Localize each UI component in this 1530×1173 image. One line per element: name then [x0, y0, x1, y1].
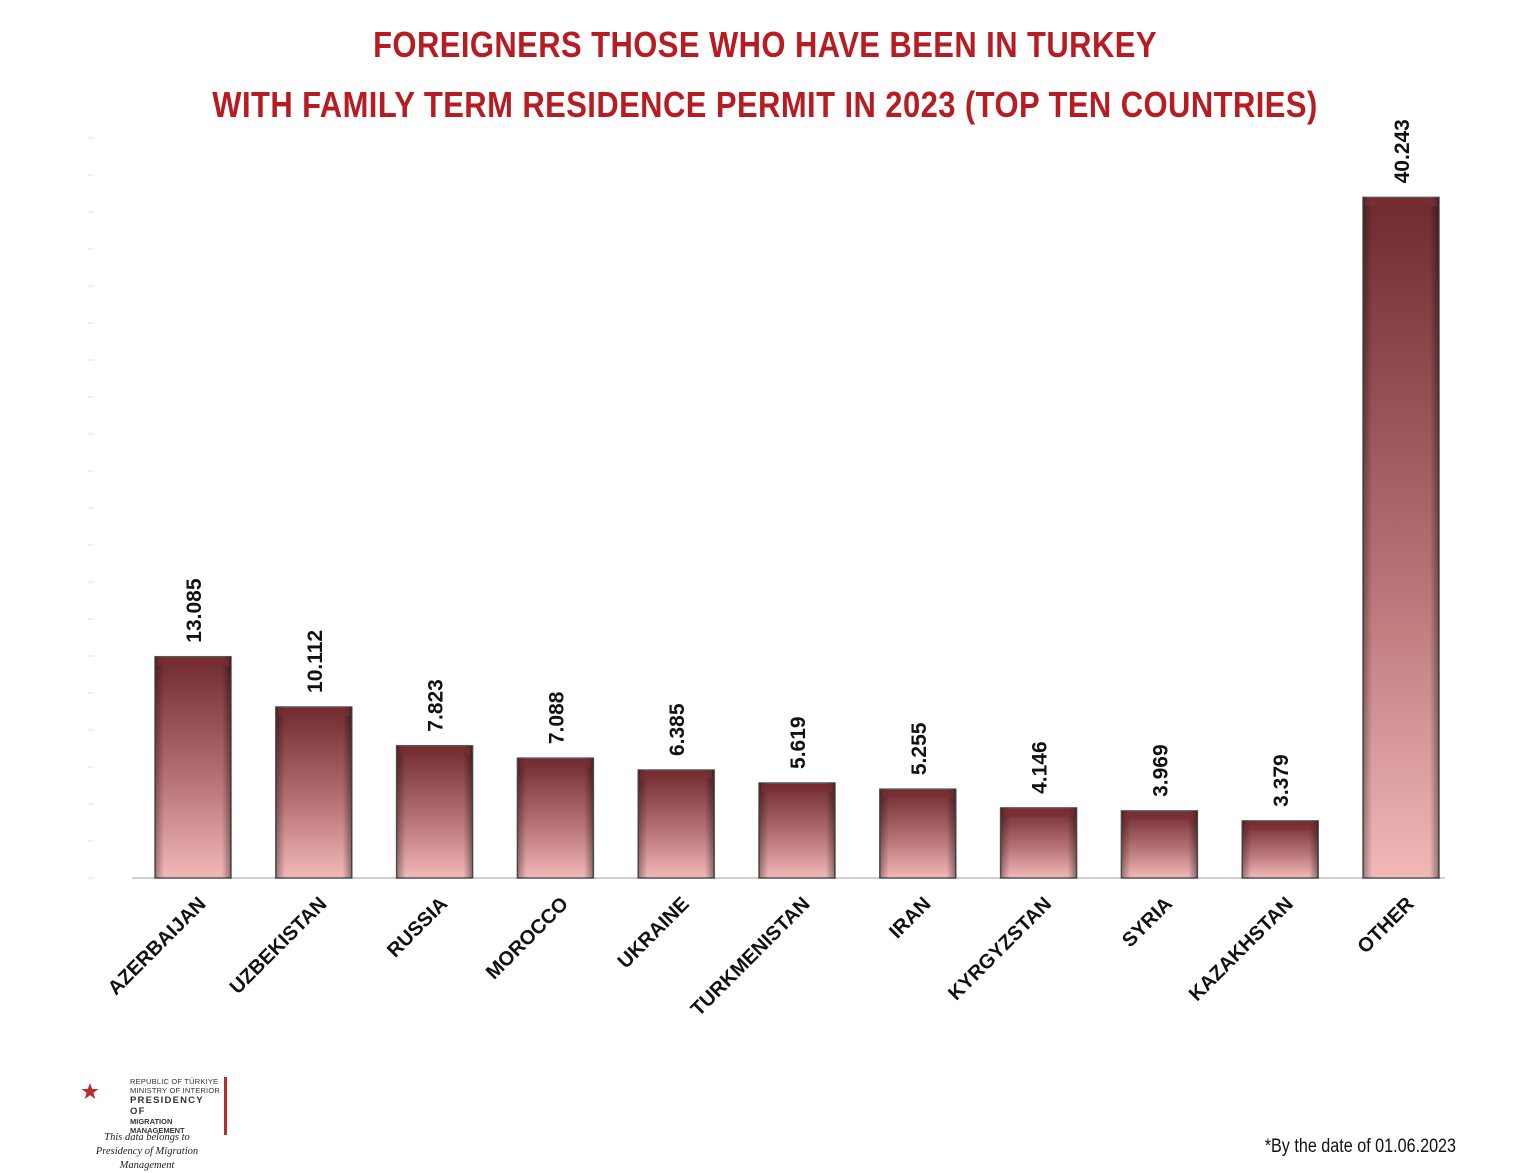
category-label: IRAN — [885, 893, 935, 943]
bar-shade — [517, 758, 594, 878]
logo-line4: MIGRATION MANAGEMENT — [130, 1117, 185, 1135]
value-label: 3.379 — [1270, 754, 1293, 807]
bar-other — [1362, 196, 1440, 879]
bar-shade — [1121, 810, 1198, 878]
bar-bevel — [519, 759, 592, 768]
bar-shade — [879, 789, 956, 878]
bar-turkmenistan — [758, 782, 836, 879]
bars-group — [154, 196, 1440, 879]
bar-bevel — [640, 771, 713, 780]
bar-azerbaijan — [154, 655, 232, 879]
logo-text: REPUBLIC OF TÜRKIYE MINISTRY OF INTERIOR… — [130, 1077, 227, 1135]
category-label: UZBEKISTAN — [226, 893, 332, 999]
bar-bevel — [761, 783, 833, 792]
logo-line1: REPUBLIC OF TÜRKIYE — [130, 1077, 219, 1086]
bar-russia — [395, 744, 474, 879]
chart-title-line2: WITH FAMILY TERM RESIDENCE PERMIT IN 202… — [212, 84, 1318, 125]
value-label: 7.823 — [425, 679, 448, 732]
value-labels-group: 13.085 10.112 7.823 7.088 6.385 5.619 5.255 4.1… — [183, 119, 1414, 807]
bar-bevel — [881, 790, 954, 799]
bar-shade — [275, 706, 352, 878]
logo-caption: This data belongs to Presidency of Migra… — [72, 1131, 222, 1173]
category-label: UKRAINE — [614, 893, 694, 973]
bar-bevel — [1123, 811, 1196, 820]
bar-bevel — [1365, 198, 1437, 207]
bar-syria — [1120, 810, 1199, 879]
bar-shade — [396, 745, 473, 878]
bar-iran — [879, 788, 957, 879]
value-label: 40.243 — [1391, 119, 1414, 183]
category-label: RUSSIA — [383, 893, 452, 962]
crescent-star-icon — [81, 1083, 120, 1125]
value-label: 13.085 — [183, 578, 206, 643]
category-label: TURKMENISTAN — [687, 893, 815, 1021]
logo-caption-line1: This data belongs to — [104, 1132, 190, 1143]
category-label: KYRGYZSTAN — [944, 893, 1056, 1005]
bar-bevel — [1244, 821, 1317, 830]
date-footnote: *By the date of 01.06.2023 — [1264, 1136, 1456, 1157]
bar-shade — [638, 770, 715, 878]
category-label: OTHER — [1353, 893, 1418, 958]
value-label: 7.088 — [545, 691, 568, 744]
value-label: 3.969 — [1149, 744, 1172, 797]
value-label: 4.146 — [1029, 741, 1052, 794]
bar-shade — [759, 782, 835, 878]
value-label: 5.255 — [908, 722, 931, 775]
category-labels-group: AZERBAIJAN UZBEKISTAN RUSSIA MOROCCO UKRAINE… — [104, 893, 1419, 1021]
bar-shade — [1363, 197, 1439, 878]
bar-shade — [1242, 820, 1319, 878]
category-label: MOROCCO — [482, 893, 573, 984]
chart-title-line1: FOREIGNERS THOSE WHO HAVE BEEN IN TURKEY — [373, 24, 1157, 65]
bar-shade — [155, 656, 231, 878]
category-label: KAZAKHSTAN — [1185, 893, 1298, 1006]
value-label: 5.619 — [787, 716, 810, 769]
value-label: 6.385 — [666, 703, 689, 756]
category-label: SYRIA — [1118, 893, 1177, 952]
logo-caption-line2: Presidency of Migration Management — [95, 1146, 199, 1171]
pmm-logo: REPUBLIC OF TÜRKIYE MINISTRY OF INTERIOR… — [72, 1075, 232, 1171]
y-axis-ticks — [88, 137, 94, 879]
bar-shade — [1000, 807, 1077, 878]
bar-ukraine — [637, 769, 715, 879]
bar-kazakhstan — [1241, 820, 1319, 879]
value-label: 10.112 — [304, 630, 327, 693]
bar-bevel — [398, 746, 471, 755]
bar-morocco — [516, 757, 595, 879]
bar-uzbekistan — [275, 706, 353, 879]
bar-kyrgyzstan — [999, 807, 1078, 879]
bar-bevel — [1002, 808, 1075, 817]
category-label: AZERBAIJAN — [104, 893, 211, 1000]
logo-line3: PRESIDENCY OF — [130, 1095, 204, 1117]
bar-bevel — [157, 657, 229, 666]
logo-line2: MINISTRY OF INTERIOR — [130, 1086, 220, 1095]
bar-bevel — [277, 707, 350, 716]
